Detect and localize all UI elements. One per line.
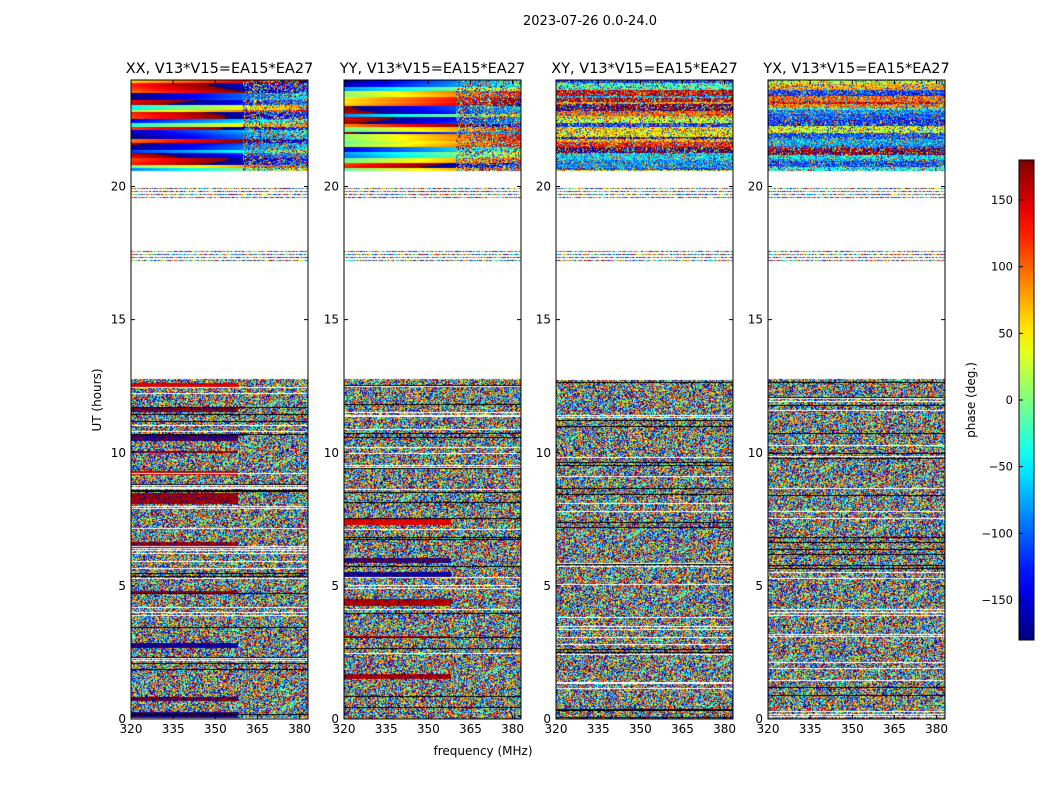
panel-heatmap-image	[556, 80, 733, 719]
panel-1: YY, V13*V15=EA15*EA27 320 335 350 365 380 0 5 10…	[324, 61, 525, 736]
y-tick-label: 20	[111, 180, 126, 194]
panel-heatmap-image	[131, 80, 308, 719]
panel-frame	[555, 79, 734, 720]
y-tick-label: 0	[118, 712, 126, 726]
y-tick-label: 0	[331, 712, 339, 726]
x-tick-label: 320	[757, 722, 780, 736]
y-tick-label: 10	[324, 446, 339, 460]
x-tick-label: 365	[459, 722, 482, 736]
y-tick-label: 15	[748, 313, 763, 327]
y-tick-label: 5	[118, 579, 126, 593]
panel-frame	[767, 79, 946, 720]
x-tick-label: 350	[204, 722, 227, 736]
colorbar-tick-label: 0	[1006, 393, 1013, 407]
y-tick-label: 15	[324, 313, 339, 327]
y-tick-label: 10	[536, 446, 551, 460]
x-tick-label: 320	[545, 722, 568, 736]
y-tick-label: 10	[748, 446, 763, 460]
x-tick-label: 350	[841, 722, 864, 736]
x-tick-label: 350	[629, 722, 652, 736]
x-tick-label: 380	[713, 722, 736, 736]
colorbar-tick-label: 50	[998, 326, 1013, 340]
panel-title: XY, V13*V15=EA15*EA27	[551, 61, 737, 77]
x-tick-label: 335	[587, 722, 610, 736]
y-tick-label: 5	[331, 579, 339, 593]
colorbar-tick-label: −50	[989, 460, 1013, 474]
colorbar-tick-label: −150	[981, 593, 1013, 607]
panel-heatmap-image	[768, 80, 945, 719]
colorbar: 150 100 50 0 −50 −100 −150	[981, 159, 1035, 641]
y-axis-label: UT (hours)	[90, 368, 104, 431]
panel-title: YX, V13*V15=EA15*EA27	[762, 61, 949, 77]
x-tick-label: 365	[246, 722, 269, 736]
colorbar-tick-label: −100	[981, 526, 1013, 540]
y-tick-label: 20	[536, 180, 551, 194]
panel-frame	[343, 79, 522, 720]
colorbar-label: phase (deg.)	[964, 362, 978, 438]
x-tick-label: 380	[925, 722, 948, 736]
x-tick-label: 320	[333, 722, 356, 736]
x-tick-label: 380	[288, 722, 311, 736]
figure-title: 2023-07-26 0.0-24.0	[523, 14, 657, 29]
panel-title: YY, V13*V15=EA15*EA27	[339, 61, 525, 77]
panel-title: XX, V13*V15=EA15*EA27	[126, 61, 314, 77]
y-tick-label: 15	[111, 313, 126, 327]
y-tick-label: 5	[543, 579, 551, 593]
x-tick-label: 350	[417, 722, 440, 736]
panel-3: YX, V13*V15=EA15*EA27 320 335 350 365 380 0 5 10…	[748, 61, 950, 736]
y-tick-label: 0	[543, 712, 551, 726]
x-tick-label: 365	[671, 722, 694, 736]
y-tick-label: 15	[536, 313, 551, 327]
x-tick-label: 365	[883, 722, 906, 736]
y-tick-label: 20	[324, 180, 339, 194]
panel-2: XY, V13*V15=EA15*EA27 320 335 350 365 380 0 5 10…	[536, 61, 738, 736]
panel-heatmap-image	[344, 80, 521, 719]
colorbar-tick-label: 150	[991, 193, 1013, 207]
x-tick-label: 335	[799, 722, 822, 736]
colorbar-tick-label: 100	[991, 260, 1013, 274]
panel-0: XX, V13*V15=EA15*EA27 320 335 350 365 380 0 5 10…	[111, 61, 314, 736]
x-tick-label: 335	[375, 722, 398, 736]
x-tick-label: 320	[120, 722, 143, 736]
x-tick-label: 380	[501, 722, 524, 736]
y-tick-label: 5	[755, 579, 763, 593]
x-axis-label: frequency (MHz)	[433, 744, 532, 758]
y-tick-label: 10	[111, 446, 126, 460]
x-tick-label: 335	[162, 722, 185, 736]
panel-frame	[130, 79, 309, 720]
y-tick-label: 0	[755, 712, 763, 726]
y-tick-label: 20	[748, 180, 763, 194]
